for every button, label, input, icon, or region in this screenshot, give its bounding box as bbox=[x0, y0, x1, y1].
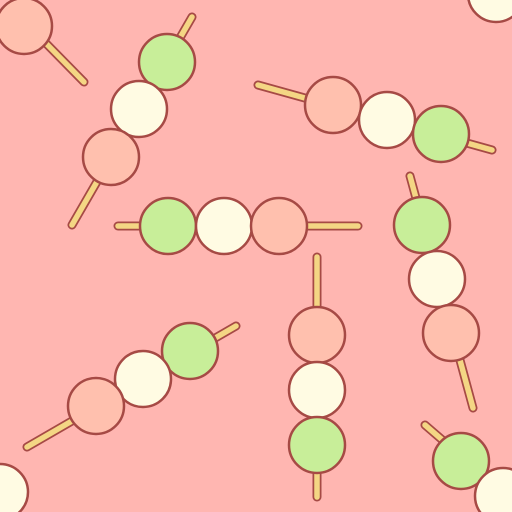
pink-dumpling bbox=[303, 75, 363, 135]
dango-skewer bbox=[0, 462, 30, 512]
dango-skewer bbox=[253, 75, 497, 164]
pink-dumpling bbox=[249, 196, 309, 256]
white-dumpling bbox=[109, 79, 169, 139]
white-dumpling bbox=[194, 196, 254, 256]
green-dumpling bbox=[392, 195, 452, 255]
dango-skewer bbox=[113, 196, 363, 256]
green-dumpling bbox=[160, 321, 220, 381]
green-dumpling bbox=[411, 104, 471, 164]
white-dumpling bbox=[287, 360, 347, 420]
green-dumpling bbox=[431, 431, 491, 491]
pink-dumpling bbox=[81, 127, 141, 187]
dango-skewer bbox=[420, 420, 512, 512]
pink-dumpling bbox=[0, 0, 54, 56]
dango-skewer bbox=[0, 0, 89, 87]
white-dumpling bbox=[467, 0, 512, 24]
white-dumpling bbox=[0, 462, 30, 512]
green-dumpling bbox=[138, 196, 198, 256]
white-dumpling bbox=[357, 90, 417, 150]
dango-skewer bbox=[67, 12, 197, 230]
green-dumpling bbox=[137, 32, 197, 92]
pink-dumpling bbox=[421, 303, 481, 363]
dango-skewer bbox=[392, 171, 481, 413]
dango-skewer bbox=[287, 252, 347, 502]
white-dumpling bbox=[113, 349, 173, 409]
white-dumpling bbox=[473, 466, 512, 512]
white-dumpling bbox=[407, 249, 467, 309]
pink-dumpling bbox=[287, 305, 347, 365]
dango-skewer bbox=[467, 0, 512, 24]
green-dumpling bbox=[287, 415, 347, 475]
dango-skewer bbox=[22, 321, 241, 452]
pink-dumpling bbox=[66, 376, 126, 436]
